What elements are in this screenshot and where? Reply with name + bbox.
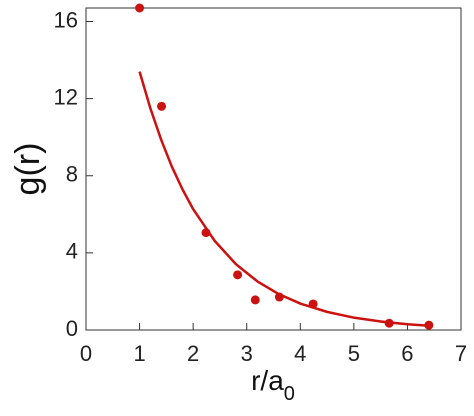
- plot-frame: [85, 7, 462, 331]
- x-tick-label: 4: [294, 341, 306, 366]
- fit-curve: [138, 71, 429, 328]
- x-axis-label: r/a0: [251, 365, 295, 405]
- y-tick-label: 16: [54, 7, 78, 32]
- x-axis-label-text: r/a: [251, 365, 284, 396]
- x-axis-label-subscript: 0: [284, 383, 295, 405]
- y-tick-label: 0: [66, 316, 78, 341]
- y-tick-label: 4: [66, 239, 78, 264]
- x-tick-label: 0: [80, 341, 92, 366]
- x-tick-label: 5: [348, 341, 360, 366]
- data-point: [135, 3, 145, 13]
- x-tick-label: 7: [455, 341, 467, 366]
- x-tick-label: 1: [133, 341, 145, 366]
- data-point: [250, 295, 260, 305]
- x-tick-label: 2: [187, 341, 199, 366]
- y-axis-label: g(r): [9, 143, 47, 196]
- x-tick-label: 6: [401, 341, 413, 366]
- data-point: [233, 270, 243, 280]
- x-tick-label: 3: [241, 341, 253, 366]
- y-tick-label: 12: [54, 84, 78, 109]
- y-tick-label: 8: [66, 162, 78, 187]
- data-point: [157, 101, 167, 111]
